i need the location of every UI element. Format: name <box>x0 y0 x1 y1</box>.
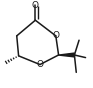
Text: O: O <box>32 1 39 10</box>
Polygon shape <box>59 53 74 57</box>
Text: O: O <box>36 60 44 69</box>
Text: O: O <box>52 31 59 40</box>
